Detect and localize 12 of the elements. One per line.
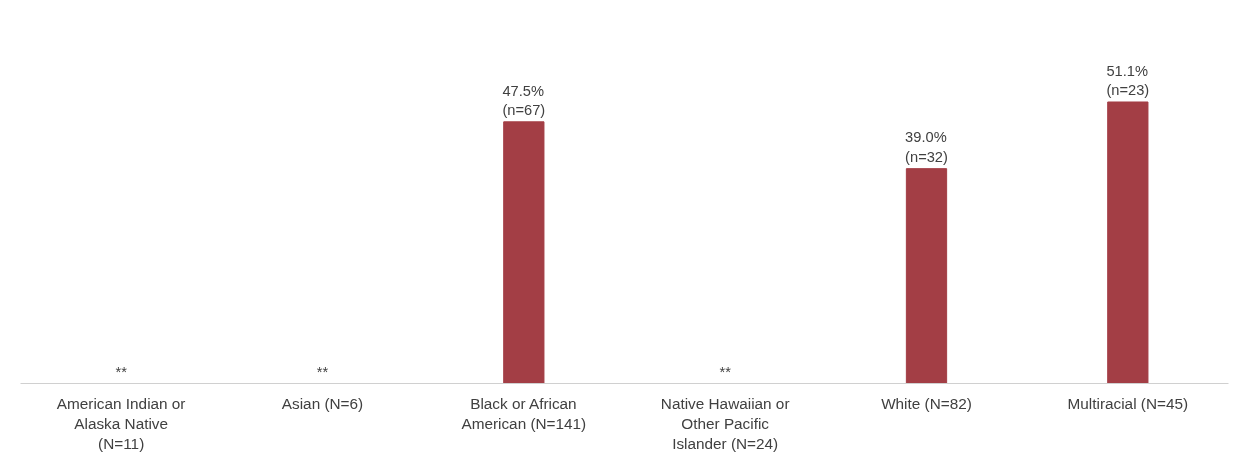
text: ** xyxy=(115,363,127,380)
x-tick-label: Black or African American (N=141) xyxy=(461,394,587,432)
x-tick-label: Multiracial (N=45) xyxy=(1067,394,1189,412)
text: ** xyxy=(719,363,731,380)
x-tick-label: Asian (N=6) xyxy=(281,394,364,412)
x-tick-label: American Indian or Alaska Native (N=11) xyxy=(56,394,186,453)
data-label: 47.5% (n=67) xyxy=(502,82,546,118)
data-label: 39.0% (n=32) xyxy=(905,129,948,165)
data-label: 51.1% (n=23) xyxy=(1106,62,1150,98)
x-tick-label: Native Hawaiian or Other Pacific Islander (N=24) xyxy=(660,394,790,453)
text: ** xyxy=(316,363,329,380)
x-tick-label: White (N=82) xyxy=(881,394,972,412)
